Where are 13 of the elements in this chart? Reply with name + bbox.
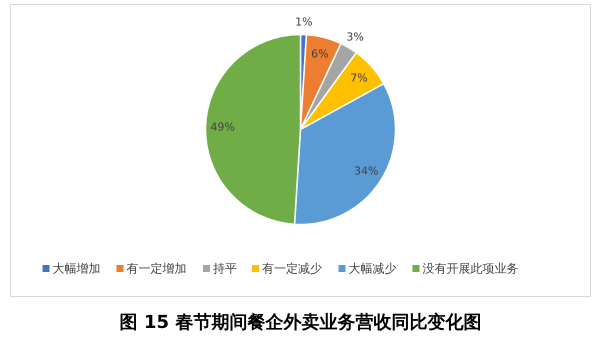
legend-label: 大幅减少 (348, 262, 396, 276)
text: 图 15 春节期间餐企外卖业务营收同比变化图 (120, 312, 482, 333)
data-label: 7% (350, 71, 368, 84)
legend-label: 有一定减少 (262, 262, 322, 276)
data-label: 6% (311, 48, 329, 61)
data-label: 1% (295, 16, 313, 29)
data-label: 49% (210, 120, 235, 134)
legend-label: 有一定增加 (126, 262, 186, 276)
data-label: 34% (354, 164, 378, 178)
legend-label: 持平 (213, 262, 237, 276)
data-label: 3% (346, 30, 364, 44)
legend-label: 没有开展此项业务 (422, 262, 518, 276)
legend-label: 大幅增加 (52, 262, 100, 276)
